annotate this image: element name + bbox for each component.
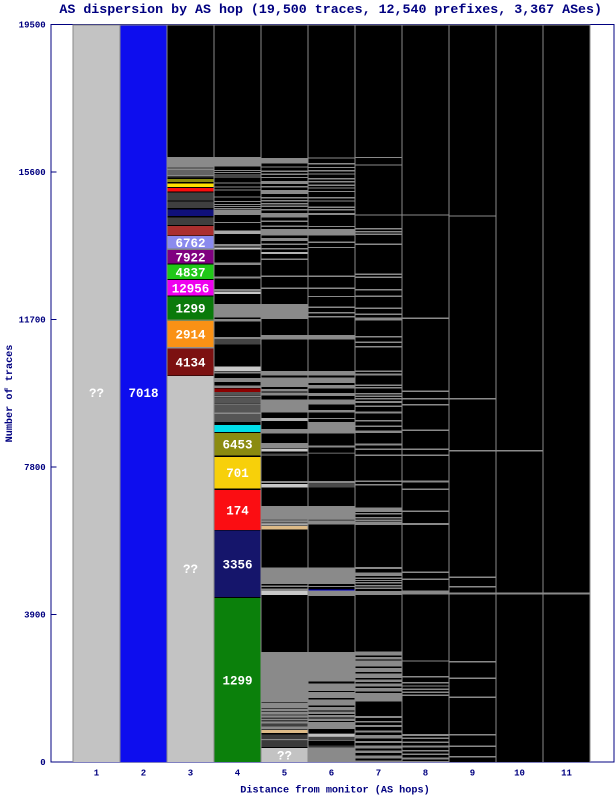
svg-text:0: 0	[40, 758, 45, 768]
svg-text:12956: 12956	[172, 282, 210, 296]
svg-text:7800: 7800	[24, 463, 46, 473]
svg-text:2: 2	[141, 768, 146, 778]
svg-text:10: 10	[514, 768, 525, 778]
svg-text:??: ??	[183, 563, 198, 577]
svg-text:4837: 4837	[175, 266, 205, 280]
svg-text:6453: 6453	[222, 439, 252, 453]
svg-text:11700: 11700	[19, 316, 46, 326]
svg-text:??: ??	[89, 387, 104, 401]
svg-text:11: 11	[561, 768, 572, 778]
svg-text:3900: 3900	[24, 611, 46, 621]
svg-text:9: 9	[470, 768, 475, 778]
svg-text:3356: 3356	[222, 559, 252, 573]
svg-text:??: ??	[277, 750, 292, 764]
svg-text:4134: 4134	[175, 357, 206, 371]
svg-text:Distance from monitor (AS hops: Distance from monitor (AS hops)	[240, 784, 430, 796]
svg-text:7: 7	[376, 768, 381, 778]
svg-text:1299: 1299	[175, 303, 205, 317]
svg-text:1: 1	[94, 768, 100, 778]
svg-text:6762: 6762	[175, 237, 205, 251]
svg-text:174: 174	[226, 505, 249, 519]
svg-text:Number of traces: Number of traces	[4, 345, 16, 443]
svg-text:2914: 2914	[175, 329, 206, 343]
svg-text:AS dispersion by AS hop (19,50: AS dispersion by AS hop (19,500 traces, …	[59, 2, 602, 17]
svg-text:8: 8	[423, 768, 428, 778]
svg-text:6: 6	[329, 768, 334, 778]
svg-text:5: 5	[282, 768, 287, 778]
svg-text:4: 4	[235, 768, 241, 778]
svg-text:701: 701	[226, 467, 249, 481]
svg-text:15600: 15600	[19, 168, 46, 178]
svg-text:7018: 7018	[128, 387, 158, 401]
svg-text:1299: 1299	[222, 675, 252, 689]
svg-text:19500: 19500	[19, 21, 46, 31]
svg-text:3: 3	[188, 768, 193, 778]
svg-text:7922: 7922	[175, 251, 205, 265]
